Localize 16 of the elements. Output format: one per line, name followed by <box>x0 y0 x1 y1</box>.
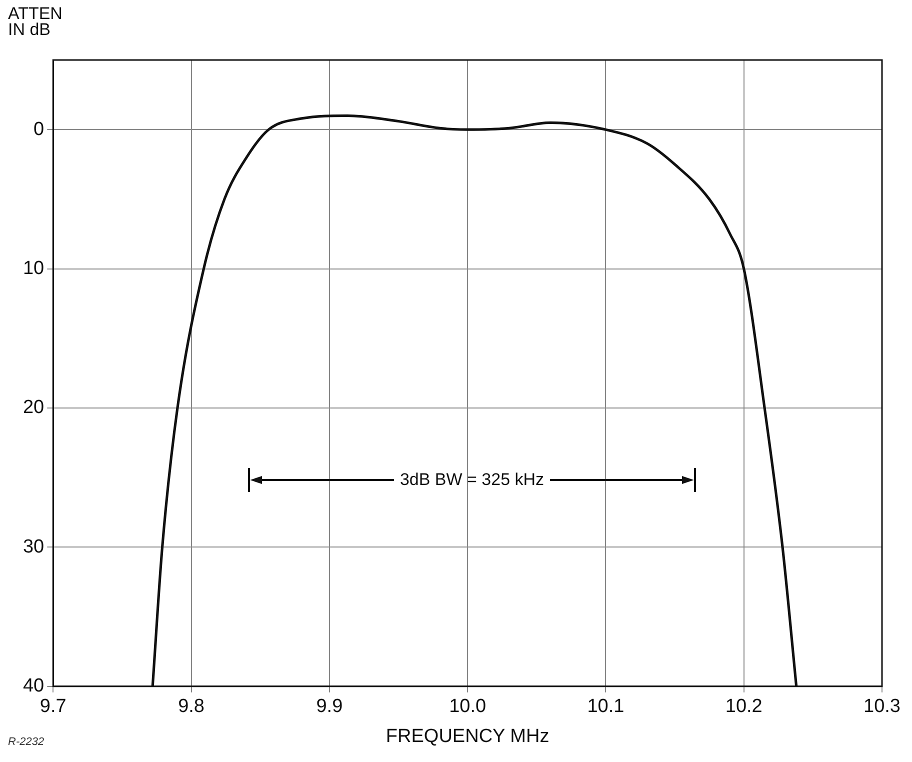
y-tick-label: 30 <box>22 536 44 558</box>
x-tick-label: 9.9 <box>316 696 343 718</box>
x-tick-label: 10.2 <box>725 696 762 718</box>
x-tick-label: 10.1 <box>587 696 624 718</box>
y-tick-label: 20 <box>22 397 44 418</box>
y-tick-label: 0 <box>34 118 44 140</box>
x-axis-title: FREQUENCY MHz <box>386 726 550 747</box>
y-tick-label: 10 <box>22 258 44 280</box>
y-tick-label: 40 <box>22 676 44 697</box>
x-tick-label: 9.7 <box>40 696 66 718</box>
x-tick-label: 10.3 <box>864 696 900 718</box>
y-axis-title: ATTEN IN dB <box>8 4 64 39</box>
x-tick-label: 9.8 <box>178 696 204 718</box>
text: R-2232 <box>8 736 44 748</box>
x-tick-label: 10.0 <box>449 696 486 718</box>
annotation: 3dB BW = 325 kHz <box>398 470 546 490</box>
